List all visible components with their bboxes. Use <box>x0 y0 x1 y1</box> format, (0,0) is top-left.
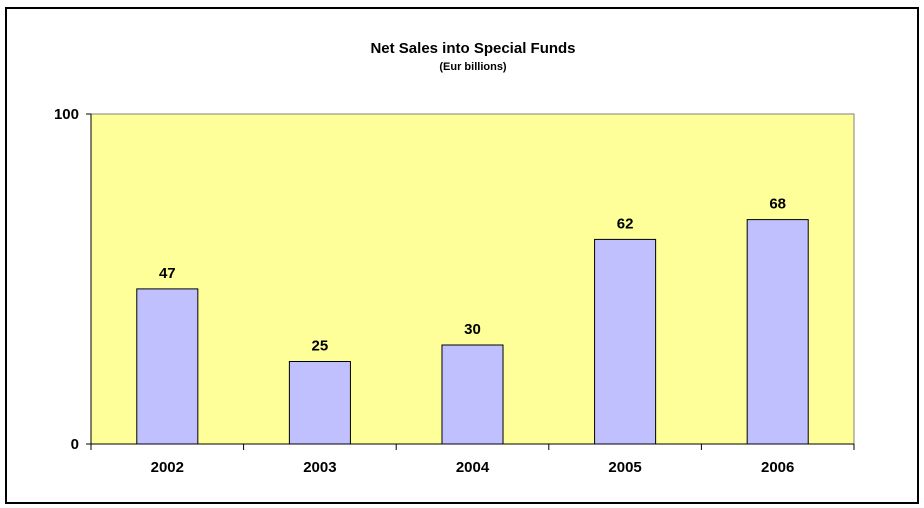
bar-2002 <box>136 288 199 445</box>
x-tick-label-2006: 2006 <box>761 459 794 476</box>
x-ticks-group: 2002 2003 2004 2005 2006 <box>90 444 855 476</box>
x-tick-label-2003: 2003 <box>303 459 336 476</box>
bar-2003 <box>288 361 351 445</box>
data-label-2004: 30 <box>464 321 481 338</box>
x-tick-label-2004: 2004 <box>456 459 490 476</box>
data-label-2005: 62 <box>617 215 634 232</box>
x-tick-label-2002: 2002 <box>151 459 184 476</box>
x-tick-label-2005: 2005 <box>608 459 641 476</box>
data-label-2006: 68 <box>769 196 786 213</box>
data-label-2002: 47 <box>159 265 176 282</box>
data-labels-group: 47 25 30 62 68 <box>159 196 786 355</box>
y-tick-label-100: 100 <box>54 106 79 123</box>
bar-2006 <box>746 219 809 445</box>
data-label-2003: 25 <box>312 338 329 355</box>
chart-title: Net Sales into Special Funds <box>370 40 575 57</box>
bar-2004 <box>441 344 504 445</box>
bars-group <box>136 219 809 445</box>
chart-subtitle: (Eur billions) <box>439 61 507 73</box>
bar-2005 <box>594 238 657 445</box>
y-ticks-group: 0 100 <box>54 106 91 453</box>
y-tick-label-0: 0 <box>71 436 79 453</box>
